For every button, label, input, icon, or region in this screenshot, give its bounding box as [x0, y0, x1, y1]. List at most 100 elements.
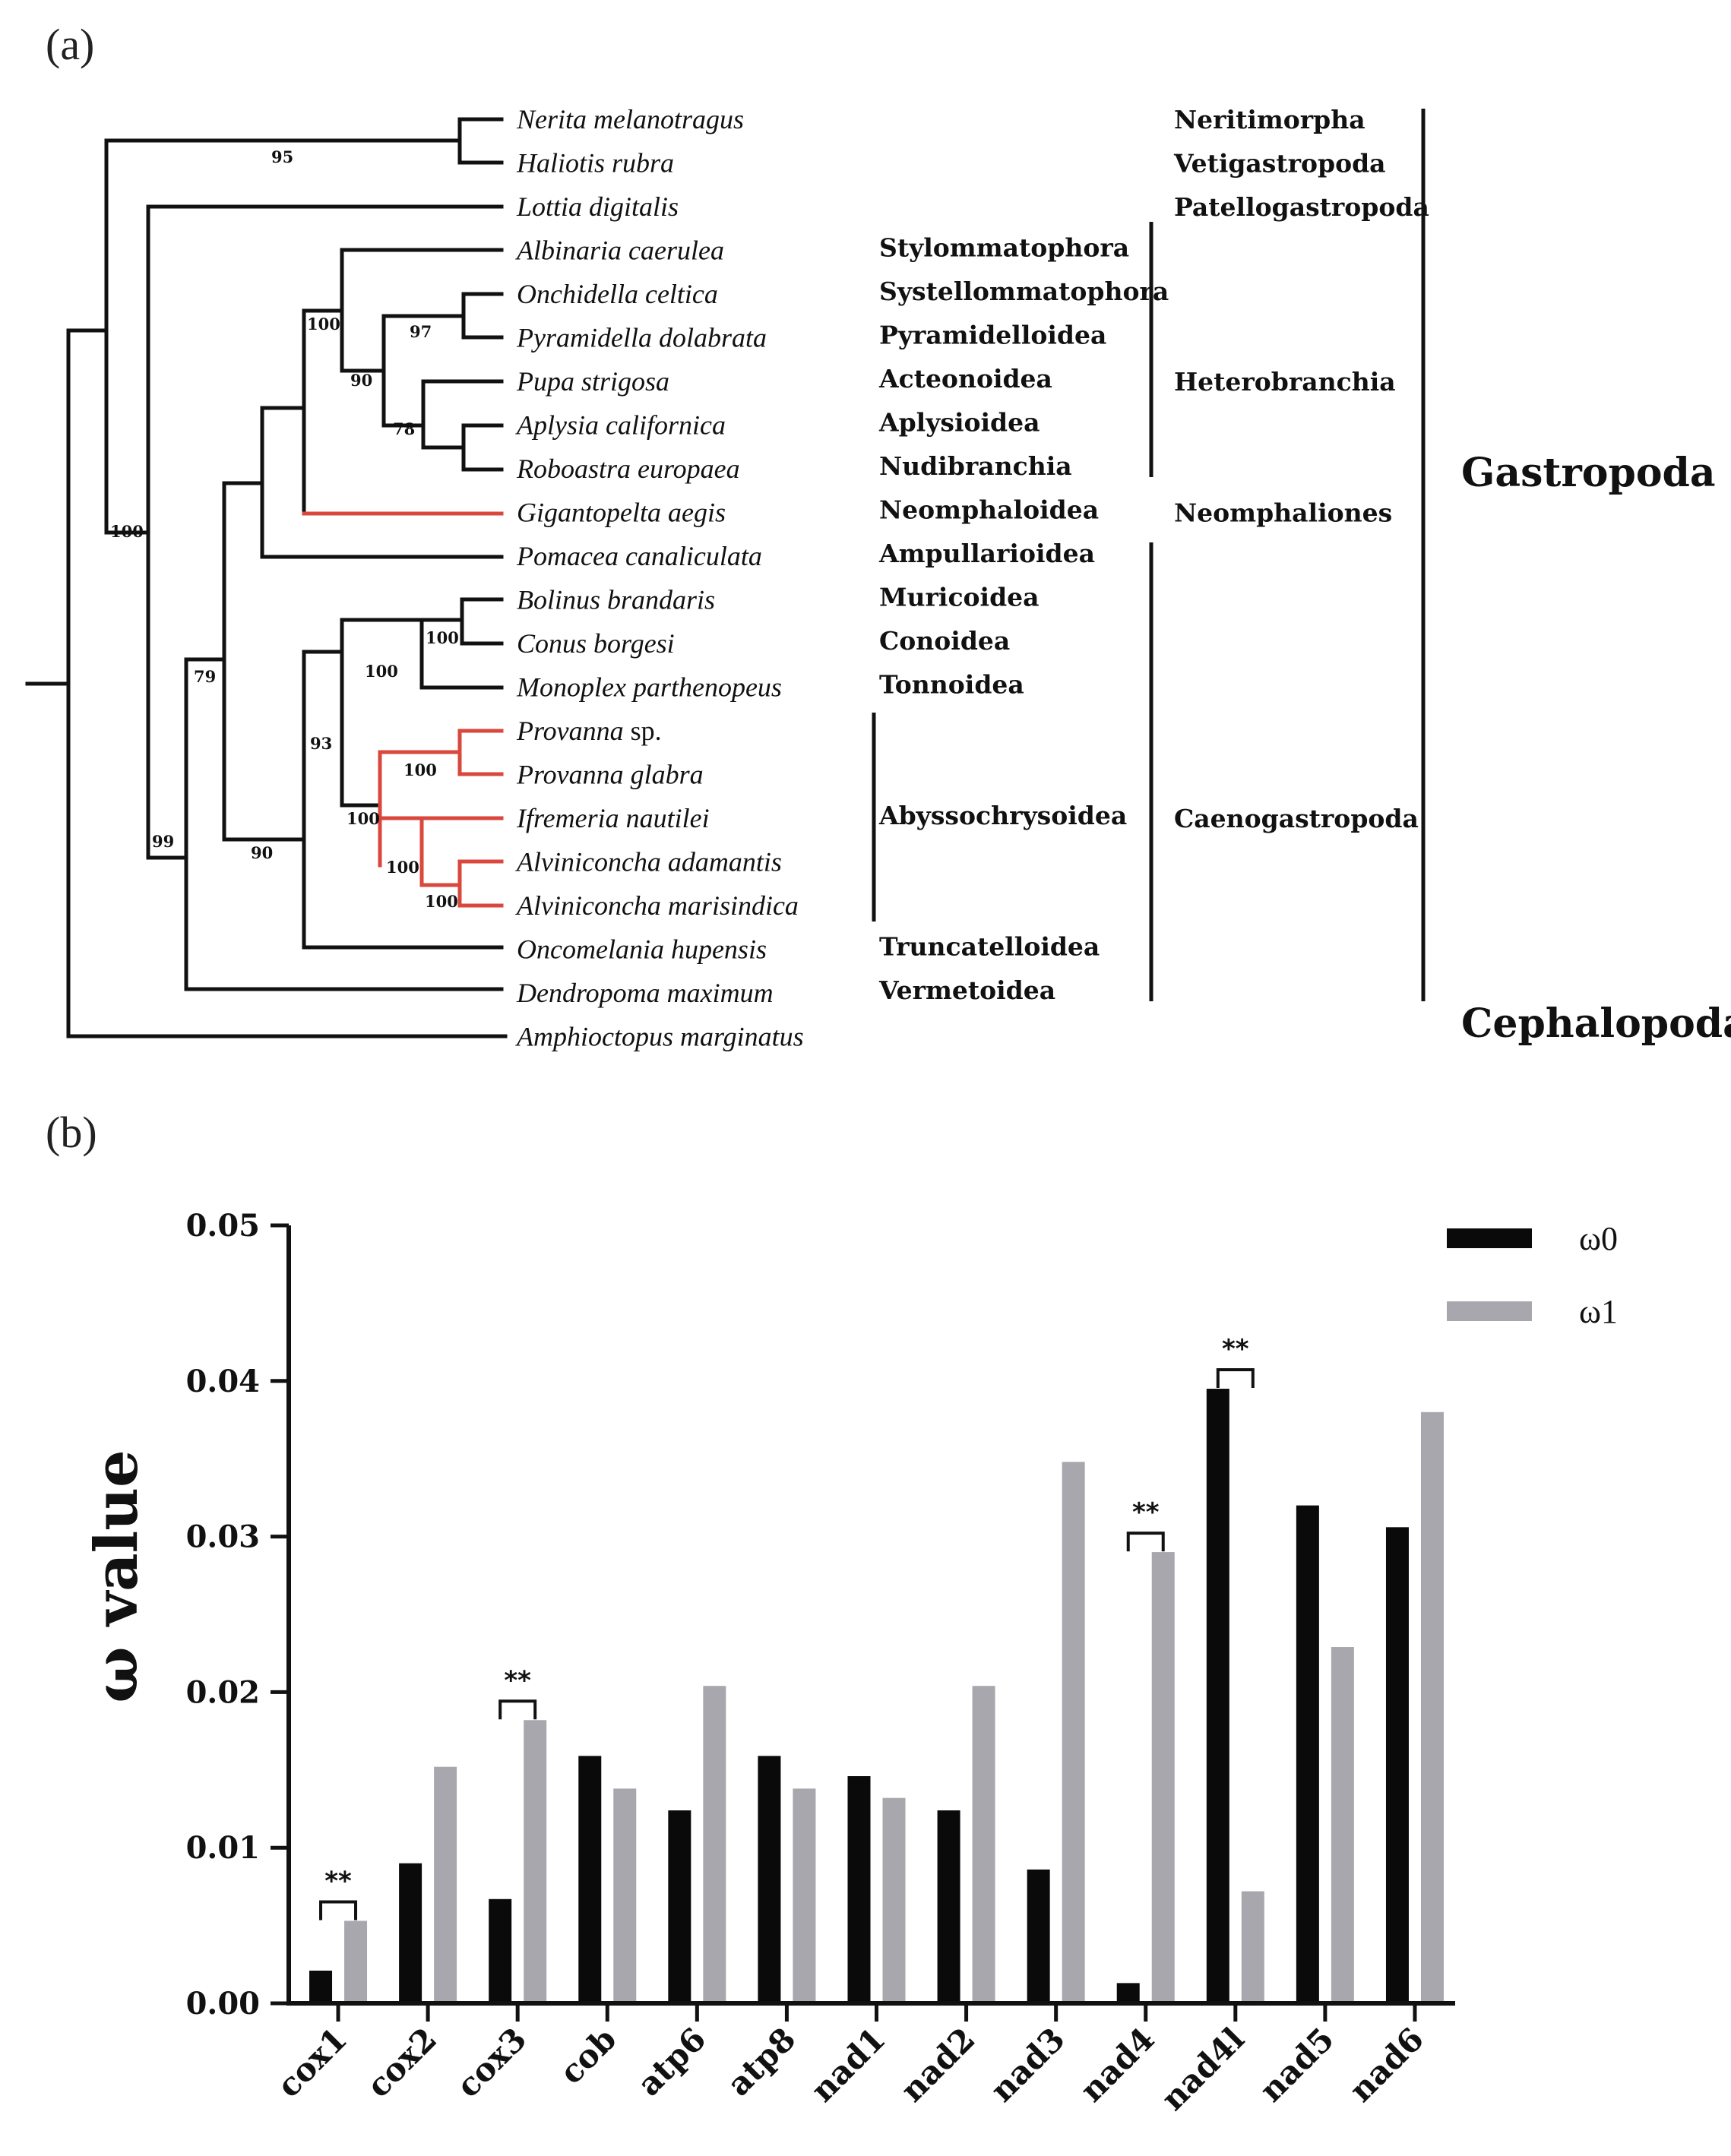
x-category-label: nad4: [1073, 2020, 1162, 2109]
subclass-label: Caenogastropoda: [1174, 804, 1419, 833]
bar-cox3-omega0: [489, 1898, 512, 2003]
superfamily-label: Truncatelloidea: [879, 932, 1100, 962]
significance-bracket: [498, 1699, 537, 1720]
taxon-label: Provanna glabra: [516, 760, 704, 790]
bars: [309, 1389, 1444, 2003]
significance-label: **: [1222, 1334, 1249, 1364]
bootstrap-values: 95 100 97 90 78 100 79 100 100 93 100 10…: [110, 147, 459, 911]
superfamily-label: Stylommatophora: [879, 233, 1129, 263]
bootstrap-label: 90: [251, 843, 273, 862]
bar-nad2-omega0: [937, 1810, 960, 2003]
phylogenetic-tree: 95 100 97 90 78 100 79 100 100 93 100 10…: [25, 104, 1731, 1052]
y-tick-label: 0.01: [186, 1830, 260, 1866]
taxon-label: Haliotis rubra: [516, 148, 674, 179]
bar-nad4-omega0: [1116, 1983, 1140, 2003]
bar-atp6-omega1: [703, 1686, 726, 2003]
significance-label: **: [504, 1665, 531, 1696]
x-category-label: nad6: [1342, 2020, 1431, 2109]
significance-markers: ** ** ** **: [319, 1334, 1255, 1920]
bar-nad5-omega0: [1296, 1505, 1319, 2003]
superfamily-label: Pyramidelloidea: [879, 321, 1106, 350]
bar-nad2-omega1: [972, 1686, 995, 2003]
taxon-label: Alviniconcha marisindica: [515, 890, 799, 921]
x-category-label: nad4l: [1154, 2020, 1252, 2117]
bar-nad6-omega0: [1385, 1527, 1409, 2003]
taxon-labels: Nerita melanotragus Haliotis rubra Lottia …: [515, 104, 804, 1052]
bar-cox2-omega1: [434, 1766, 457, 2003]
bootstrap-label: 93: [310, 734, 332, 753]
bar-atp8-omega1: [793, 1788, 816, 2003]
bootstrap-label: 100: [425, 892, 458, 911]
x-category-label: cob: [552, 2020, 623, 2091]
bootstrap-label: 100: [365, 662, 398, 681]
class-label-cephalopoda: Cephalopoda: [1461, 1001, 1731, 1047]
bootstrap-label: 100: [347, 809, 380, 828]
panel-b-label: (b): [46, 1108, 97, 1157]
bar-nad1-omega0: [847, 1775, 871, 2003]
taxon-label: Dendropoma maximum: [516, 978, 774, 1008]
bootstrap-label: 78: [393, 419, 415, 438]
superfamily-label: Aplysioidea: [878, 408, 1040, 438]
superfamily-label: Muricoidea: [879, 583, 1040, 612]
taxon-label: Monoplex parthenopeus: [516, 672, 782, 703]
bar-nad4-omega1: [1151, 1552, 1175, 2003]
bootstrap-label: 99: [152, 832, 174, 851]
x-category-label: nad1: [804, 2020, 893, 2109]
taxon-label: Alviniconcha adamantis: [515, 847, 782, 877]
taxon-label: Pomacea canaliculata: [516, 541, 762, 571]
taxon-label: Nerita melanotragus: [516, 104, 744, 134]
x-category-labels: cox1 cox2 cox3 cob atp6 atp8 nad1 nad2 nad3 nad4n…: [270, 2020, 1431, 2117]
bar-cox3-omega1: [524, 1720, 547, 2003]
x-category-label: atp8: [720, 2020, 802, 2103]
y-tick-label: 0.05: [186, 1208, 260, 1244]
subclass-labels: Neritimorpha Vetigastropoda Patellogastrop…: [1173, 105, 1429, 833]
significance-label: **: [324, 1866, 352, 1896]
taxon-label: Oncomelania hupensis: [517, 934, 767, 965]
significance-label: **: [1132, 1497, 1160, 1528]
superfamily-label: Conoidea: [879, 626, 1010, 656]
superfamily-label: Systellommatophora: [879, 277, 1169, 306]
x-category-label: nad5: [1252, 2020, 1341, 2109]
bootstrap-label: 100: [110, 522, 144, 541]
taxon-label: Onchidella celtica: [517, 279, 718, 309]
bar-atp6-omega0: [668, 1810, 691, 2003]
x-category-label: cox1: [270, 2020, 354, 2104]
taxon-label: Lottia digitalis: [516, 191, 679, 222]
y-axis-label: ω value: [82, 1449, 151, 1702]
legend-label: ω0: [1579, 1220, 1618, 1257]
bar-nad3-omega0: [1027, 1869, 1050, 2003]
y-tick-label: 0.02: [186, 1674, 260, 1710]
x-category-label: nad3: [983, 2020, 1072, 2109]
taxon-label: Pyramidella dolabrata: [516, 323, 767, 353]
taxon-label: Aplysia californica: [515, 410, 726, 441]
axes: [271, 1223, 1455, 2022]
legend: ω0 ω1: [1447, 1220, 1618, 1330]
significance-bracket: [1216, 1368, 1255, 1389]
subclass-label: Patellogastropoda: [1174, 192, 1429, 222]
omega-bar-chart: ******** 0.000.010.020.030.040.05 cox1 co…: [82, 1208, 1618, 2118]
subclass-label: Neomphaliones: [1174, 498, 1392, 528]
superfamily-label: Vermetoidea: [878, 975, 1055, 1005]
x-category-label: nad2: [894, 2020, 983, 2109]
y-tick-label: 0.03: [186, 1519, 260, 1555]
bar-nad5-omega1: [1331, 1647, 1354, 2003]
superfamily-label: Tonnoidea: [879, 670, 1024, 700]
taxon-label: Pupa strigosa: [516, 366, 669, 397]
significance-bracket: [319, 1900, 358, 1920]
significance-bracket: [1126, 1532, 1165, 1552]
legend-label: ω1: [1579, 1293, 1618, 1330]
subclass-label: Neritimorpha: [1174, 105, 1365, 134]
superfamily-label: Abyssochrysoidea: [878, 801, 1127, 830]
bootstrap-label: 95: [271, 147, 293, 166]
legend-swatch: [1447, 1301, 1532, 1321]
bootstrap-label: 100: [386, 858, 419, 877]
bar-cox1-omega0: [309, 1970, 333, 2003]
superfamily-label: Nudibranchia: [879, 451, 1072, 481]
taxon-label: Conus borgesi: [517, 628, 675, 659]
bar-nad4l-omega0: [1206, 1389, 1229, 2003]
superfamily-labels: Stylommatophora Systellommatophora Pyramid…: [878, 233, 1169, 1006]
bootstrap-label: 100: [403, 760, 437, 779]
taxon-label: Provanna sp.: [516, 716, 662, 746]
bootstrap-label: 97: [410, 322, 432, 341]
